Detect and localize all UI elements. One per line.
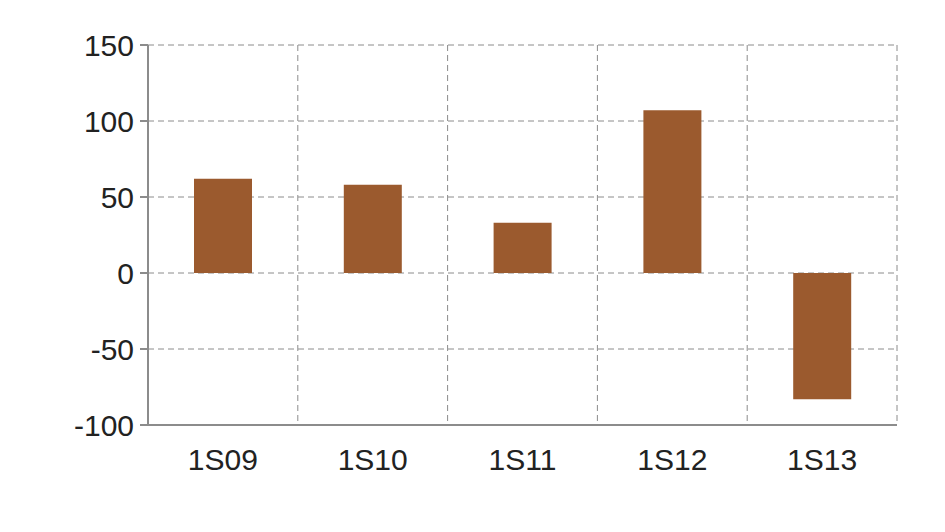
svg-text:1S09: 1S09 (188, 443, 258, 476)
svg-text:-100: -100 (74, 409, 134, 442)
svg-text:50: 50 (101, 181, 134, 214)
svg-text:1S12: 1S12 (637, 443, 707, 476)
svg-text:1S10: 1S10 (338, 443, 408, 476)
svg-text:-50: -50 (91, 333, 134, 366)
svg-text:1S11: 1S11 (489, 443, 557, 476)
svg-text:1S13: 1S13 (787, 443, 857, 476)
svg-text:150: 150 (84, 29, 134, 62)
svg-text:0: 0 (117, 257, 134, 290)
svg-text:100: 100 (84, 105, 134, 138)
